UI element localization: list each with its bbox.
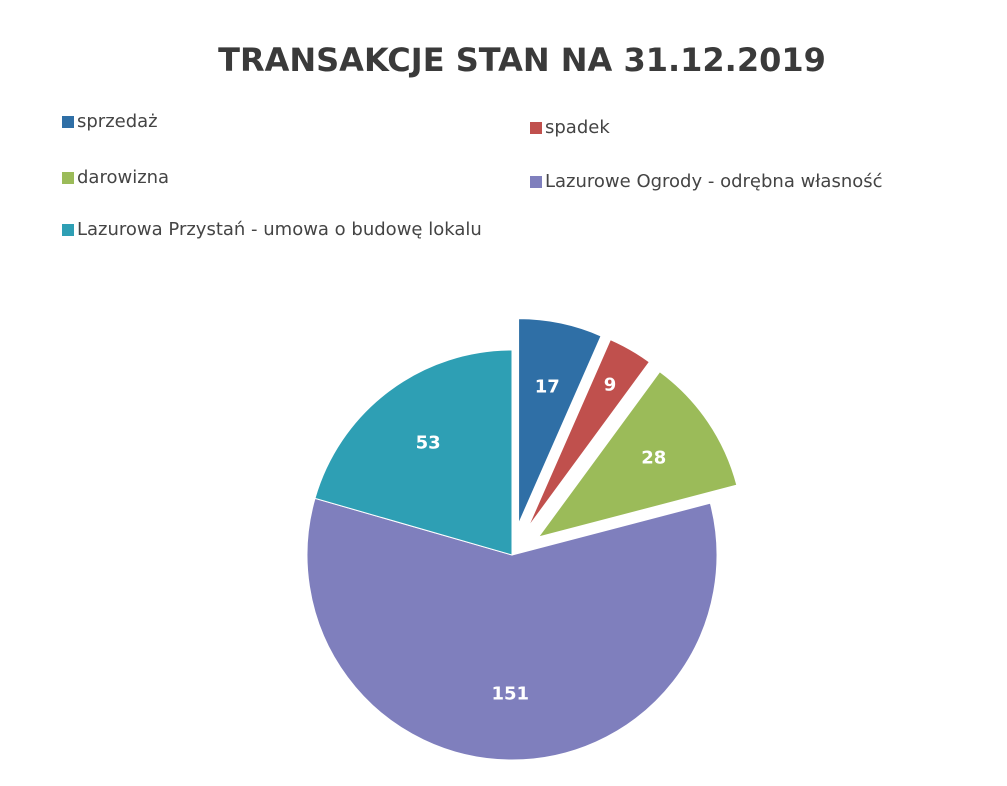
data-label: 17	[535, 376, 560, 397]
legend-swatch	[62, 116, 74, 128]
legend-label: Lazurowa Przystań - umowa o budowę lokal…	[77, 219, 482, 240]
legend-label: darowizna	[77, 167, 169, 188]
legend-swatch	[62, 224, 74, 236]
pie-slice	[527, 338, 651, 528]
legend-label: spadek	[545, 117, 610, 138]
legend-label: Lazurowe Ogrody - odrębna własność	[545, 171, 883, 192]
data-label: 9	[604, 374, 617, 395]
data-label: 28	[641, 448, 666, 469]
legend-swatch	[530, 176, 542, 188]
data-label: 53	[416, 433, 441, 454]
pie-slice	[537, 371, 738, 538]
chart-title: TRANSAKCJE STAN NA 31.12.2019	[218, 41, 826, 79]
data-label: 151	[492, 683, 530, 704]
pie-slice	[314, 349, 513, 556]
pie-slice	[518, 318, 602, 524]
legend-swatch	[62, 172, 74, 184]
legend-swatch	[530, 122, 542, 134]
legend-label: sprzedaż	[77, 111, 158, 132]
pie-slice	[306, 497, 718, 761]
